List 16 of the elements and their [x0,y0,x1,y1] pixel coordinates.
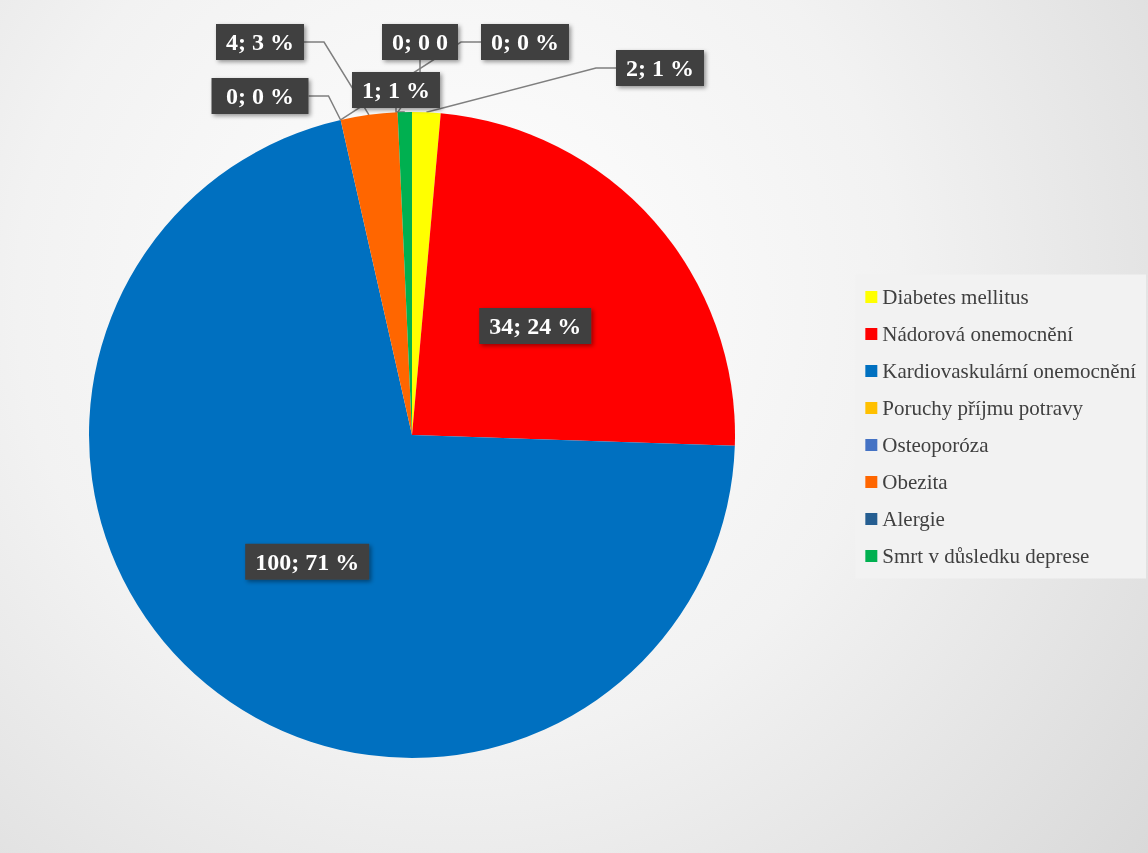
legend-label: Diabetes mellitus [882,285,1029,309]
text: 0; 0 % [226,83,294,109]
legend-label: Obezita [882,470,949,494]
data-label: 2; 1 % [626,55,694,81]
data-label: 1; 1 % [362,77,430,103]
legend-label: Kardiovaskulární onemocnění [882,359,1137,383]
text: 0; 0 0 [392,29,448,55]
legend-label: Smrt v důsledku deprese [882,544,1090,568]
data-label: 100; 71 % [255,548,360,575]
data-label: 4; 3 % [226,29,294,55]
legend-label: Nádorová onemocnění [882,322,1074,346]
legend-label: Alergie [882,507,945,531]
legend-label: Poruchy příjmu potravy [882,396,1084,420]
data-label: 34; 24 % [489,313,582,340]
text: 0; 0 % [491,29,559,55]
legend-label: Osteoporóza [882,433,990,457]
